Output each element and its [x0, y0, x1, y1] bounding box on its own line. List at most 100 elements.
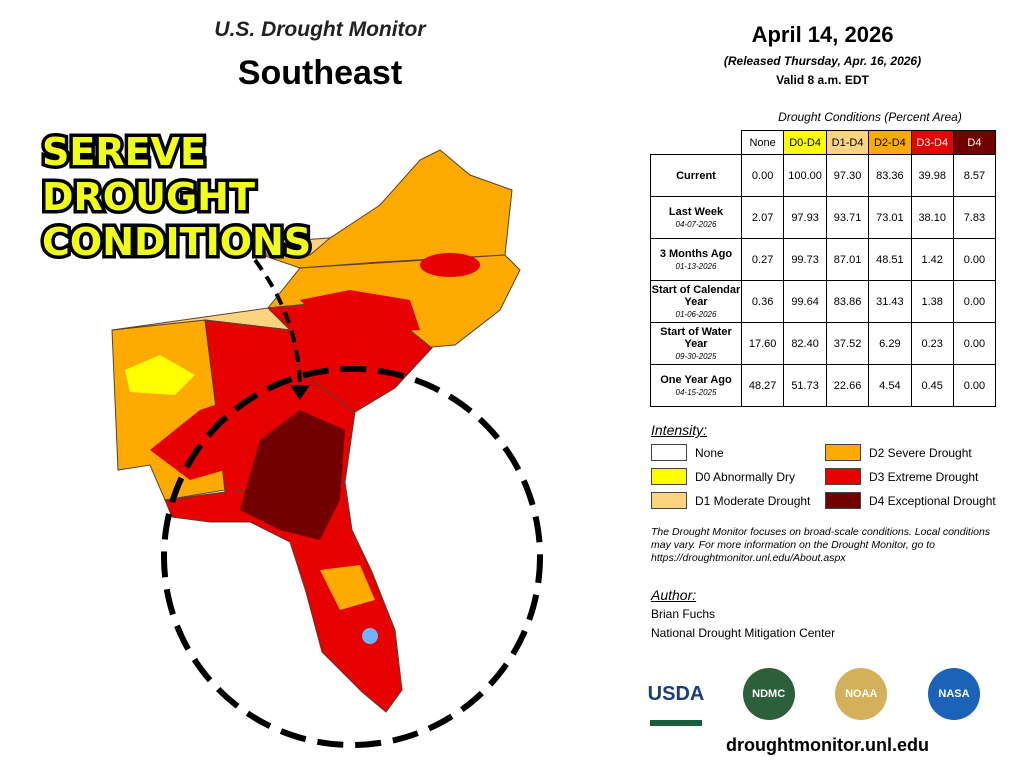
- note: The Drought Monitor focuses on broad-sca…: [651, 526, 991, 564]
- row-label: Current: [650, 154, 742, 197]
- cell: 82.40: [783, 322, 827, 365]
- cell: 0.23: [910, 322, 954, 365]
- table-row: Current 0.00 100.00 97.30 83.36 39.98 8.57: [650, 154, 997, 197]
- cell: 0.00: [952, 364, 997, 407]
- region: Southeast: [237, 54, 403, 92]
- row-date: 01-13-2026: [675, 262, 717, 271]
- valid: Valid 8 a.m. EDT: [776, 73, 869, 87]
- yellow-area: [125, 355, 195, 395]
- nc-red-area: [300, 290, 420, 332]
- column-header: D1-D4: [825, 130, 870, 155]
- arrowhead: [290, 385, 310, 400]
- cell: 38.10: [910, 196, 954, 239]
- cell: 1.38: [910, 280, 954, 323]
- row-label-text: Start of Water Year: [660, 326, 732, 350]
- legend-swatch: [825, 468, 861, 485]
- logo: USDA: [648, 668, 704, 726]
- legend-item: D2 Severe Drought: [825, 444, 972, 461]
- legend-label: D0 Abnormally Dry: [695, 469, 796, 484]
- row-label: One Year Ago 04-15-2025: [650, 364, 742, 407]
- stats-table: None D0-D4 D1-D4 D2-D4 D3-D4 D4 Current 0.00 100…: [650, 130, 997, 407]
- row-label: Last Week 04-07-2026: [650, 196, 742, 239]
- virginia: [260, 149, 513, 269]
- cell: 93.71: [825, 196, 870, 239]
- title: U.S. Drought Monitor: [214, 18, 426, 41]
- row-date: 01-06-2026: [675, 310, 717, 319]
- row-label: Start of Water Year 09-30-2025: [650, 322, 742, 365]
- virginia-d1: [261, 237, 332, 256]
- row-label-text: 3 Months Ago: [659, 248, 733, 260]
- cell: 22.66: [825, 364, 870, 407]
- cell: 17.60: [740, 322, 785, 365]
- cell: 6.29: [868, 322, 912, 365]
- legend-item: D1 Moderate Drought: [651, 492, 810, 509]
- table-row: 3 Months Ago 01-13-2026 0.27 99.73 87.01 48.5…: [650, 238, 997, 281]
- logo: NOAA: [835, 668, 888, 720]
- table-row: Start of Water Year 09-30-2025 17.60 82.40 3…: [650, 322, 997, 365]
- date: April 14, 2026: [751, 22, 894, 47]
- table-caption: Drought Conditions (Percent Area): [778, 110, 962, 124]
- cell: 99.64: [783, 280, 827, 323]
- cell: 0.00: [740, 154, 785, 197]
- cell: 51.73: [783, 364, 827, 407]
- logos: USDA NDMC NOAA NASA: [648, 668, 980, 726]
- table-row: Last Week 04-07-2026 2.07 97.93 93.71 73.01 38…: [650, 196, 997, 239]
- author-org: National Drought Mitigation Center: [651, 626, 836, 640]
- nc-red-blob: [420, 253, 480, 277]
- cell: 0.36: [740, 280, 785, 323]
- legend-item: D4 Exceptional Drought: [825, 492, 996, 509]
- annotation-line: CONDITIONS: [42, 220, 311, 264]
- row-label-text: Current: [676, 169, 716, 182]
- author-name: Brian Fuchs: [651, 607, 716, 621]
- cell: 39.98: [910, 154, 954, 197]
- cell: 100.00: [783, 154, 827, 197]
- column-header: D3-D4: [910, 130, 954, 155]
- row-label-text: One Year Ago: [660, 374, 732, 386]
- legend-label: D4 Exceptional Drought: [869, 493, 996, 508]
- cell: 8.57: [952, 154, 997, 197]
- cell: 0.27: [740, 238, 785, 281]
- cell: 0.00: [952, 280, 997, 323]
- legend-item: D3 Extreme Drought: [825, 468, 978, 485]
- table-row: One Year Ago 04-15-2025 48.27 51.73 22.66 4.5…: [650, 364, 997, 407]
- cell: 31.43: [868, 280, 912, 323]
- legend-title: Intensity:: [651, 422, 708, 438]
- legend-label: D3 Extreme Drought: [869, 469, 979, 484]
- row-label-text: Start of Calendar Year: [651, 284, 741, 308]
- annotation-line: DROUGHT: [42, 175, 255, 219]
- logo: NASA: [927, 668, 980, 720]
- cell: 87.01: [825, 238, 870, 281]
- row-label: 3 Months Ago 01-13-2026: [650, 238, 742, 281]
- column-header: D4: [952, 130, 997, 155]
- cell: 37.52: [825, 322, 870, 365]
- legend-swatch: [825, 444, 861, 461]
- legend-item: None: [651, 444, 724, 461]
- legend-label: D2 Severe Drought: [869, 445, 972, 460]
- cell: 4.54: [868, 364, 912, 407]
- column-header: None: [740, 130, 785, 155]
- lake: [362, 628, 378, 644]
- row-date: 09-30-2025: [675, 352, 717, 361]
- legend-swatch: [651, 444, 687, 461]
- legend-item: D0 Abnormally Dry: [651, 468, 795, 485]
- arrow: [253, 258, 302, 391]
- column-header: D2-D4: [868, 130, 912, 155]
- corner: [651, 131, 742, 155]
- cell: 99.73: [783, 238, 827, 281]
- cell: 48.27: [740, 364, 785, 407]
- row-label-text: Last Week: [668, 206, 724, 218]
- row-date: 04-15-2025: [675, 388, 717, 397]
- legend-swatch: [651, 492, 687, 509]
- cell: 48.51: [868, 238, 912, 281]
- cell: 97.93: [783, 196, 827, 239]
- cell: 1.42: [910, 238, 954, 281]
- cell: 97.30: [825, 154, 870, 197]
- released: (Released Thursday, Apr. 16, 2026): [723, 54, 922, 68]
- cell: 0.00: [952, 238, 997, 281]
- row-date: 04-07-2026: [675, 220, 717, 229]
- header-row: None D0-D4 D1-D4 D2-D4 D3-D4 D4: [651, 130, 997, 155]
- table-row: Start of Calendar Year 01-06-2026 0.36 99.6…: [650, 280, 997, 323]
